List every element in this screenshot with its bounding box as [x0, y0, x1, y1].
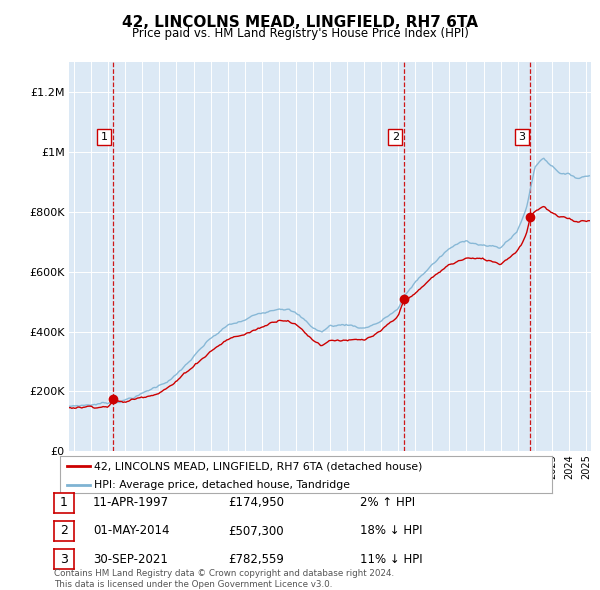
Text: 2% ↑ HPI: 2% ↑ HPI	[360, 496, 415, 509]
Text: 42, LINCOLNS MEAD, LINGFIELD, RH7 6TA (detached house): 42, LINCOLNS MEAD, LINGFIELD, RH7 6TA (d…	[94, 461, 423, 471]
Text: Contains HM Land Registry data © Crown copyright and database right 2024.
This d: Contains HM Land Registry data © Crown c…	[54, 569, 394, 589]
Text: £782,559: £782,559	[228, 553, 284, 566]
Text: 2: 2	[392, 132, 399, 142]
Text: 2: 2	[60, 525, 68, 537]
Text: 3: 3	[518, 132, 526, 142]
Text: HPI: Average price, detached house, Tandridge: HPI: Average price, detached house, Tand…	[94, 480, 350, 490]
Text: £507,300: £507,300	[228, 525, 284, 537]
Text: 1: 1	[60, 496, 68, 509]
Text: 11-APR-1997: 11-APR-1997	[93, 496, 169, 509]
Text: 30-SEP-2021: 30-SEP-2021	[93, 553, 168, 566]
Text: 1: 1	[101, 132, 108, 142]
Text: £174,950: £174,950	[228, 496, 284, 509]
Text: 42, LINCOLNS MEAD, LINGFIELD, RH7 6TA: 42, LINCOLNS MEAD, LINGFIELD, RH7 6TA	[122, 15, 478, 30]
Text: 11% ↓ HPI: 11% ↓ HPI	[360, 553, 422, 566]
Text: Price paid vs. HM Land Registry's House Price Index (HPI): Price paid vs. HM Land Registry's House …	[131, 27, 469, 40]
Text: 3: 3	[60, 553, 68, 566]
Text: 01-MAY-2014: 01-MAY-2014	[93, 525, 170, 537]
Text: 18% ↓ HPI: 18% ↓ HPI	[360, 525, 422, 537]
